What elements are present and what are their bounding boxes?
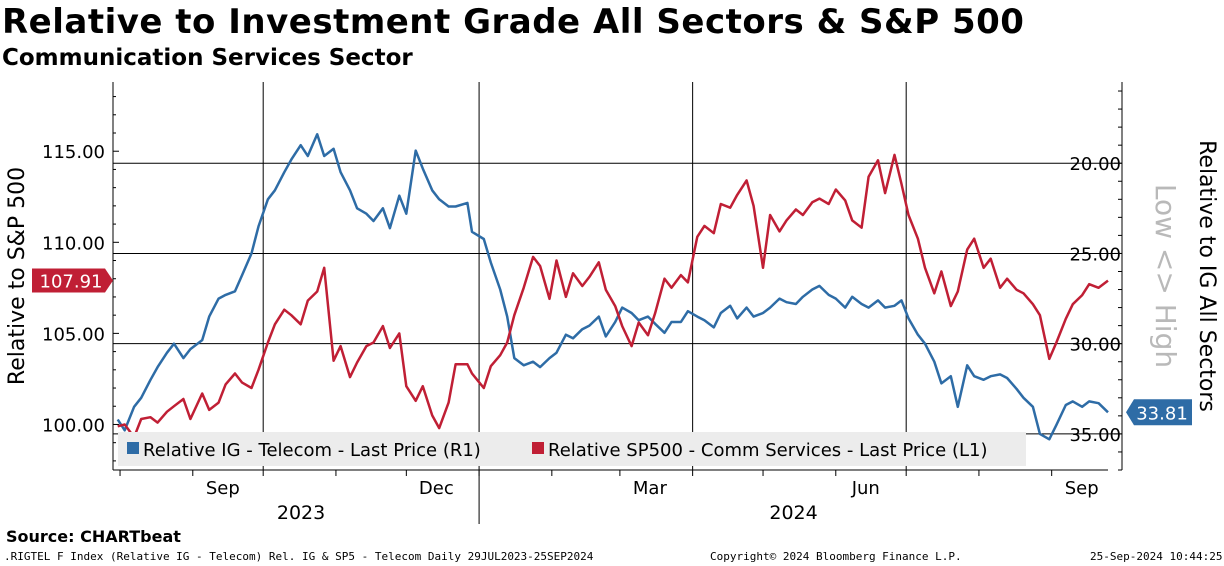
right-axis-title: Relative to IG All Sectors (1194, 140, 1219, 412)
x-month-label: Sep (1065, 478, 1099, 499)
legend-label-ig: Relative IG - Telecom - Last Price (R1) (143, 440, 481, 461)
left-tick-label: 110.00 (42, 233, 105, 254)
left-tick-label: 105.00 (42, 324, 105, 345)
left-tick-label: 100.00 (42, 415, 105, 436)
left-axis-title: Relative to S&P 500 (5, 167, 30, 385)
x-month-label: Mar (633, 478, 668, 499)
legend-label-sp500: Relative SP500 - Comm Services - Last Pr… (548, 440, 987, 461)
right-tick-label: 35.00 (1069, 425, 1121, 446)
series-sp500-comm-line (117, 153, 1109, 439)
last-value-tag-left (32, 268, 113, 293)
last-value-label-right: 33.81 (1136, 403, 1188, 424)
right-tick-label: 20.00 (1069, 154, 1121, 175)
x-year-label: 2023 (277, 502, 325, 524)
source-note: Source: CHARTbeat (6, 527, 181, 546)
x-year-label: 2024 (769, 502, 817, 524)
legend-swatch-red (532, 442, 544, 454)
ticker-info: .RIGTEL F Index (Relative IG - Telecom) … (4, 550, 594, 563)
x-month-label: Jun (851, 478, 880, 499)
chart-title: Relative to Investment Grade All Sectors… (2, 2, 1025, 42)
right-tick-label: 30.00 (1069, 335, 1121, 356)
x-month-label: Sep (206, 478, 240, 499)
series-ig-telecom-line (116, 133, 1109, 441)
x-month-label: Dec (419, 478, 454, 499)
left-tick-label: 115.00 (42, 142, 105, 163)
legend-background (118, 432, 1026, 466)
last-value-label-left: 107.91 (40, 272, 103, 293)
chart-subtitle: Communication Services Sector (2, 45, 413, 71)
axis-watermark: Low <> High (1149, 184, 1182, 368)
copyright-note: Copyright© 2024 Bloomberg Finance L.P. (710, 550, 962, 563)
timestamp: 25-Sep-2024 10:44:25 (1090, 550, 1223, 563)
legend: Relative IG - Telecom - Last Price (R1) R… (118, 432, 1026, 466)
right-tick-label: 25.00 (1069, 244, 1121, 265)
last-value-tag-right (1126, 399, 1192, 426)
legend-swatch-blue (127, 442, 139, 454)
